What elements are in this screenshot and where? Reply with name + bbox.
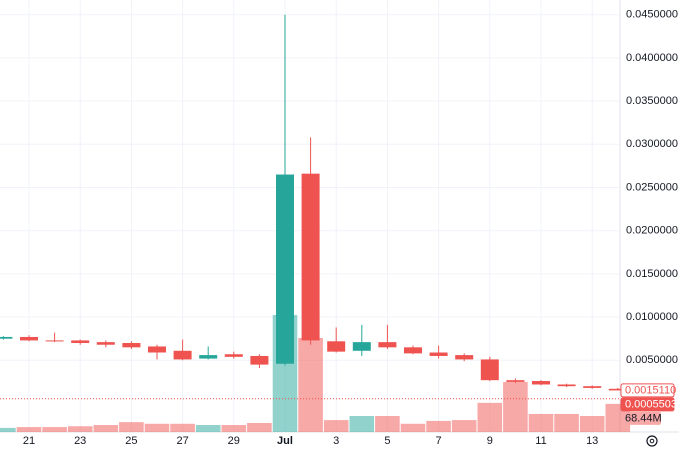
x-tick-label: 23 [74,435,86,447]
candle-body [148,346,166,353]
candle-body [378,342,397,348]
candle-body [224,354,243,357]
price-tag [620,383,675,398]
volume-bar [579,415,605,432]
y-tick-label: 0.0100000 [626,311,678,323]
volume-bar [528,413,554,432]
x-tick-label: 7 [436,435,442,447]
candle-body [608,388,627,391]
candle-body [480,359,499,381]
volume-bar [247,422,272,432]
y-tick-label: 0.0300000 [626,138,678,150]
candle-body [455,355,474,360]
candle-body [96,342,115,345]
volume-bar [349,415,375,432]
x-tick-label: 11 [535,435,546,447]
y-tick-label: 0.0250000 [626,181,678,193]
candle-body [352,342,371,351]
volume-bar [477,402,503,432]
candle-body [532,381,550,385]
candle-body [122,343,141,348]
x-tick-label: 29 [228,435,240,447]
candle-body [0,336,13,339]
settings-icon[interactable] [646,435,658,447]
price-tag-label: 0.0015110 [625,384,676,396]
y-tick-label: 0.0200000 [626,225,678,237]
volume-bar [221,425,247,432]
candle-body [199,355,218,359]
volume-tag [621,411,661,425]
price-tag-label: 0.0005503 [625,398,677,410]
volume-bar [503,381,528,432]
x-tick-label: 25 [125,435,137,447]
x-tick-label: 9 [487,435,493,447]
volume-tag-label: 68.44M [625,412,662,424]
x-tick-label: 27 [176,435,188,447]
volume-bar [451,420,477,432]
volume-bar [375,415,400,432]
candle-body [327,341,346,352]
volume-bar [16,427,42,432]
candle-body [583,386,602,388]
y-tick-label: 0.0350000 [626,95,678,107]
volume-bar [67,426,93,432]
volume-bar [554,413,579,432]
y-tick-label: 0.0400000 [626,52,678,64]
x-tick-label: 5 [384,435,390,447]
candle-body [250,355,269,365]
y-tick-label: 0.0450000 [626,9,678,21]
volume-bar [42,427,67,432]
x-tick-label: 21 [23,435,35,447]
volume-bar [298,337,323,432]
volume-bar [0,427,16,432]
gear[interactable] [646,435,658,447]
x-tick-label: 3 [333,435,339,447]
y-tick-label: 0.0150000 [626,268,678,280]
candle-body [301,173,320,341]
candle-body [557,384,576,387]
x-tick-label: 13 [586,435,598,447]
volume-bar [93,425,119,432]
candle-body [506,380,525,382]
candle-body [429,352,448,356]
volume-bar [195,425,221,432]
volume-bar [426,420,451,432]
candle-body [45,340,64,342]
volume-bar [119,422,144,432]
candle-body [276,174,294,364]
volume-bar [170,423,195,432]
candle-body [404,347,422,354]
volume-bar [323,420,349,432]
gear-center[interactable] [649,438,655,444]
volume-bar [400,423,426,432]
x-tick-label: Jul [277,435,293,447]
candle-body [20,336,38,341]
y-tick-label: 0.0050000 [626,354,678,366]
volume-bar [144,423,170,432]
price-tag [620,397,675,412]
candle-body [173,350,192,360]
candle-body [71,340,90,344]
